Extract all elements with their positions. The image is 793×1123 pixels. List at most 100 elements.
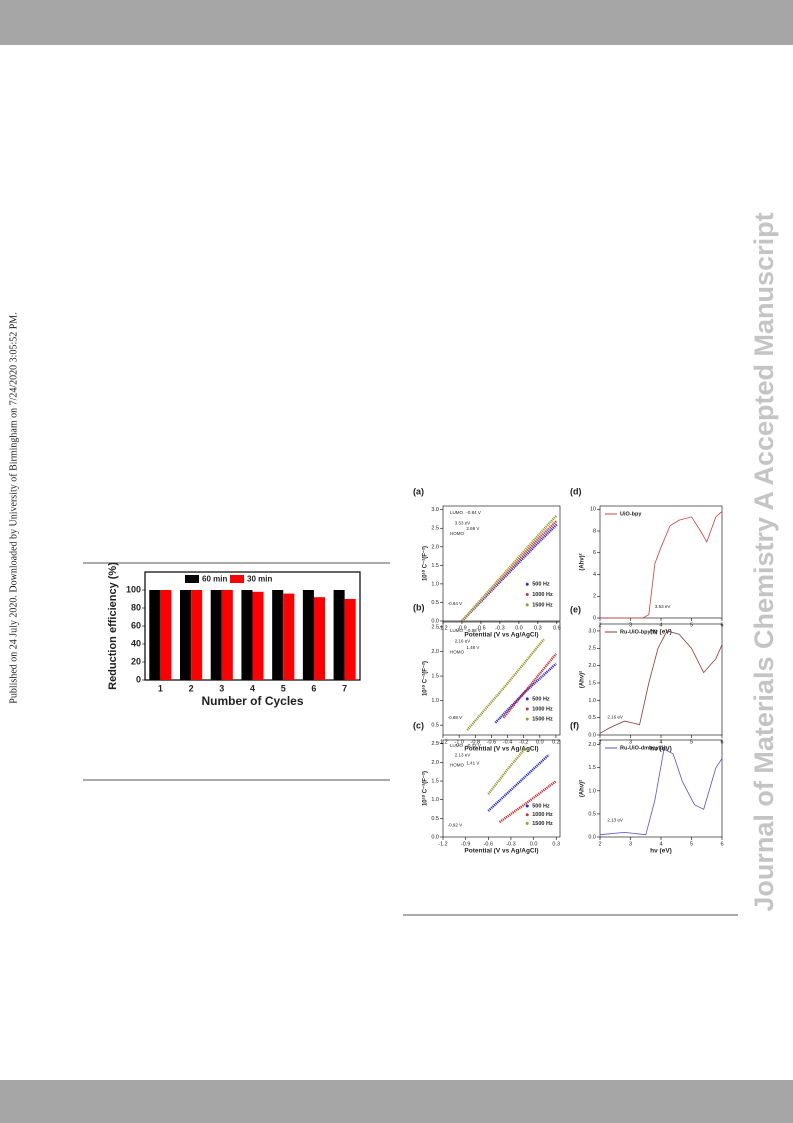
y-tick-label: 1.0 bbox=[588, 788, 596, 794]
y-tick-label: 3.0 bbox=[588, 628, 596, 634]
y-axis-label: (Ahν)² bbox=[579, 671, 586, 688]
series-line bbox=[487, 754, 550, 812]
y-axis-label: (Ahν)² bbox=[579, 553, 586, 570]
y-tick-label: 0.5 bbox=[588, 811, 596, 817]
x-tick-label: 5 bbox=[690, 841, 693, 847]
x-tick-label: 3 bbox=[219, 683, 224, 693]
legend-marker bbox=[525, 603, 529, 607]
y-tick-label: 1.0 bbox=[431, 581, 439, 587]
annotation: 2.16 eV bbox=[455, 638, 471, 643]
annotation: -0.84 V bbox=[466, 510, 481, 515]
annotation: 2.16 eV bbox=[607, 714, 623, 719]
annotation: 2.13 eV bbox=[455, 753, 471, 758]
footer-bar bbox=[0, 1080, 793, 1123]
bar bbox=[333, 590, 345, 680]
panel-label: (e) bbox=[570, 604, 581, 614]
y-tick-label: 0 bbox=[593, 615, 596, 621]
annotation: 2.13 eV bbox=[607, 818, 623, 823]
y-tick-label: 60 bbox=[131, 620, 141, 630]
bar bbox=[313, 597, 325, 680]
x-tick-label: 0.0 bbox=[515, 625, 523, 631]
bar bbox=[149, 590, 161, 680]
annotation: HOMO bbox=[450, 650, 464, 655]
y-tick-label: 1.0 bbox=[431, 797, 439, 803]
annotation: HOMO bbox=[450, 531, 464, 536]
x-tick-label: -0.6 bbox=[476, 625, 485, 631]
annotation: 2.69 V bbox=[466, 526, 479, 531]
legend-label: 1000 Hz bbox=[532, 812, 553, 818]
legend-swatch bbox=[230, 575, 244, 583]
bar bbox=[272, 590, 284, 680]
annotation: -0.84 V bbox=[448, 601, 463, 606]
y-tick-label: 10 bbox=[590, 507, 596, 513]
y-tick-label: 1.5 bbox=[588, 680, 596, 686]
y-tick-label: 2.0 bbox=[588, 742, 596, 748]
x-tick-label: -0.9 bbox=[461, 841, 470, 847]
x-tick-label: -1.0 bbox=[454, 739, 463, 745]
x-tick-label: -0.4 bbox=[503, 739, 512, 745]
x-tick-label: -1.2 bbox=[438, 841, 447, 847]
x-axis-label: hν (eV) bbox=[650, 629, 672, 636]
x-axis-label: Potential (V vs Ag/AgCl) bbox=[464, 632, 538, 639]
y-tick-label: 1.0 bbox=[588, 698, 596, 704]
y-tick-label: 0 bbox=[136, 674, 141, 684]
y-axis-label: (Ahν)² bbox=[579, 780, 586, 797]
x-tick-label: 0.0 bbox=[530, 841, 538, 847]
x-tick-label: 0.6 bbox=[553, 625, 561, 631]
series-line bbox=[599, 748, 723, 836]
bar bbox=[344, 599, 356, 680]
y-tick-label: 1.5 bbox=[431, 563, 439, 569]
plot-frame bbox=[442, 621, 561, 736]
bar bbox=[160, 590, 172, 680]
bar bbox=[241, 590, 253, 680]
legend-label: 500 Hz bbox=[532, 803, 550, 809]
plot-frame bbox=[442, 739, 561, 838]
x-tick-label: -0.3 bbox=[506, 841, 515, 847]
y-tick-label: 0.5 bbox=[588, 715, 596, 721]
y-tick-label: 2.5 bbox=[431, 624, 439, 630]
y-tick-label: 0.0 bbox=[431, 834, 439, 840]
x-tick-label: -0.6 bbox=[487, 739, 496, 745]
legend-swatch bbox=[185, 575, 199, 583]
y-axis-label: Reduction efficiency (%) bbox=[107, 562, 119, 690]
annotation: 1.48 V bbox=[466, 645, 479, 650]
y-tick-label: 2.0 bbox=[431, 760, 439, 766]
legend-label: 1500 Hz bbox=[532, 717, 553, 723]
legend-label: Ru-UiO-bpy(1) bbox=[620, 629, 657, 635]
panel-label: (b) bbox=[413, 602, 425, 612]
y-axis-label: 10¹⁰ C⁻²(F⁻²) bbox=[422, 771, 429, 806]
x-tick-label: -0.2 bbox=[519, 739, 528, 745]
y-tick-label: 2.0 bbox=[431, 649, 439, 655]
y-tick-label: 2.0 bbox=[588, 663, 596, 669]
legend-marker bbox=[525, 717, 529, 721]
panel-label: (f) bbox=[570, 720, 579, 730]
x-tick-label: -0.9 bbox=[457, 625, 466, 631]
bar bbox=[283, 593, 295, 680]
y-tick-label: 1.5 bbox=[431, 778, 439, 784]
y-tick-label: 8 bbox=[593, 528, 596, 534]
legend-label: 1000 Hz bbox=[532, 592, 553, 598]
annotation: 3.53 eV bbox=[655, 604, 671, 609]
x-tick-label: 0.3 bbox=[552, 841, 560, 847]
y-tick-label: 0.5 bbox=[431, 816, 439, 822]
legend-label: 1500 Hz bbox=[532, 602, 553, 608]
legend-label: UiO-bpy bbox=[620, 511, 642, 517]
x-tick-label: 2 bbox=[189, 683, 194, 693]
x-tick-label: 6 bbox=[311, 683, 316, 693]
legend-label: 500 Hz bbox=[532, 582, 550, 588]
legend-marker bbox=[525, 804, 529, 808]
y-tick-label: 80 bbox=[131, 602, 141, 612]
annotation: LUMO bbox=[450, 510, 464, 515]
y-tick-label: 0.0 bbox=[431, 618, 439, 624]
series-line bbox=[599, 630, 723, 734]
x-tick-label: 0.2 bbox=[552, 739, 560, 745]
x-tick-label: 6 bbox=[720, 841, 723, 847]
legend-label: 1500 Hz bbox=[532, 821, 553, 827]
legend-label: 500 Hz bbox=[532, 696, 550, 702]
x-axis-label: Potential (V vs Ag/AgCl) bbox=[464, 746, 538, 753]
annotation: 3.53 eV bbox=[455, 520, 471, 525]
series-line bbox=[461, 514, 558, 622]
plot-frame bbox=[599, 505, 723, 619]
legend-marker bbox=[525, 707, 529, 711]
